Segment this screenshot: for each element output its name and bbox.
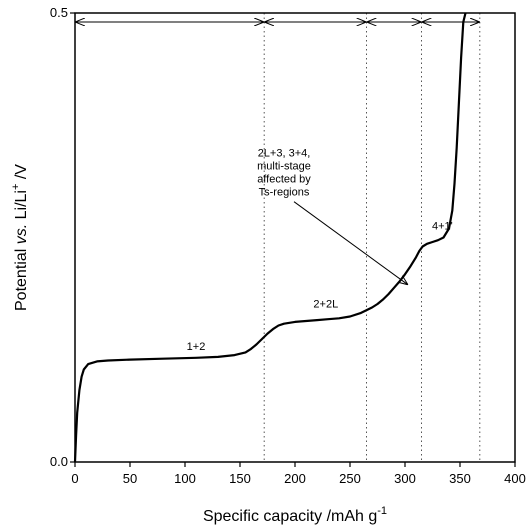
x-tick-label: 50 — [123, 471, 137, 486]
x-tick-label: 100 — [174, 471, 196, 486]
y-axis-label: Potential vs. Li/Li+ /V — [10, 164, 30, 311]
x-tick-label: 250 — [339, 471, 361, 486]
y-tick-label: 0.5 — [50, 5, 68, 20]
annotation-label: 4+1' — [432, 220, 453, 232]
x-axis-ticks: 0 50 100 150 200 250 300 350 400 — [71, 462, 526, 486]
x-tick-label: 400 — [504, 471, 526, 486]
y-tick-label: 0.0 — [50, 454, 68, 469]
annotation-label: 1+2 — [187, 341, 206, 353]
x-tick-label: 200 — [284, 471, 306, 486]
annotation-label: 2+2L — [313, 299, 338, 311]
x-tick-label: 150 — [229, 471, 251, 486]
potential-curve — [73, 12, 467, 463]
annotation-label: 2L+3, 3+4, multi-stage affected by Ts-regio… — [257, 148, 311, 199]
annotation-pointer-arrow — [293, 201, 407, 285]
series-layer — [73, 12, 467, 463]
x-tick-label: 350 — [449, 471, 471, 486]
x-tick-label: 300 — [394, 471, 416, 486]
x-tick-label: 0 — [71, 471, 78, 486]
annotations: 1+2 2+2L 4+1' 2L+3, 3+4, multi-stage affected… — [187, 148, 453, 353]
y-axis-ticks: 0.0 0.5 — [50, 5, 75, 469]
plot-frame — [74, 12, 516, 463]
x-axis-label: Specific capacity /mAh g-1 — [203, 505, 387, 525]
phase-boundary-lines — [263, 13, 481, 462]
